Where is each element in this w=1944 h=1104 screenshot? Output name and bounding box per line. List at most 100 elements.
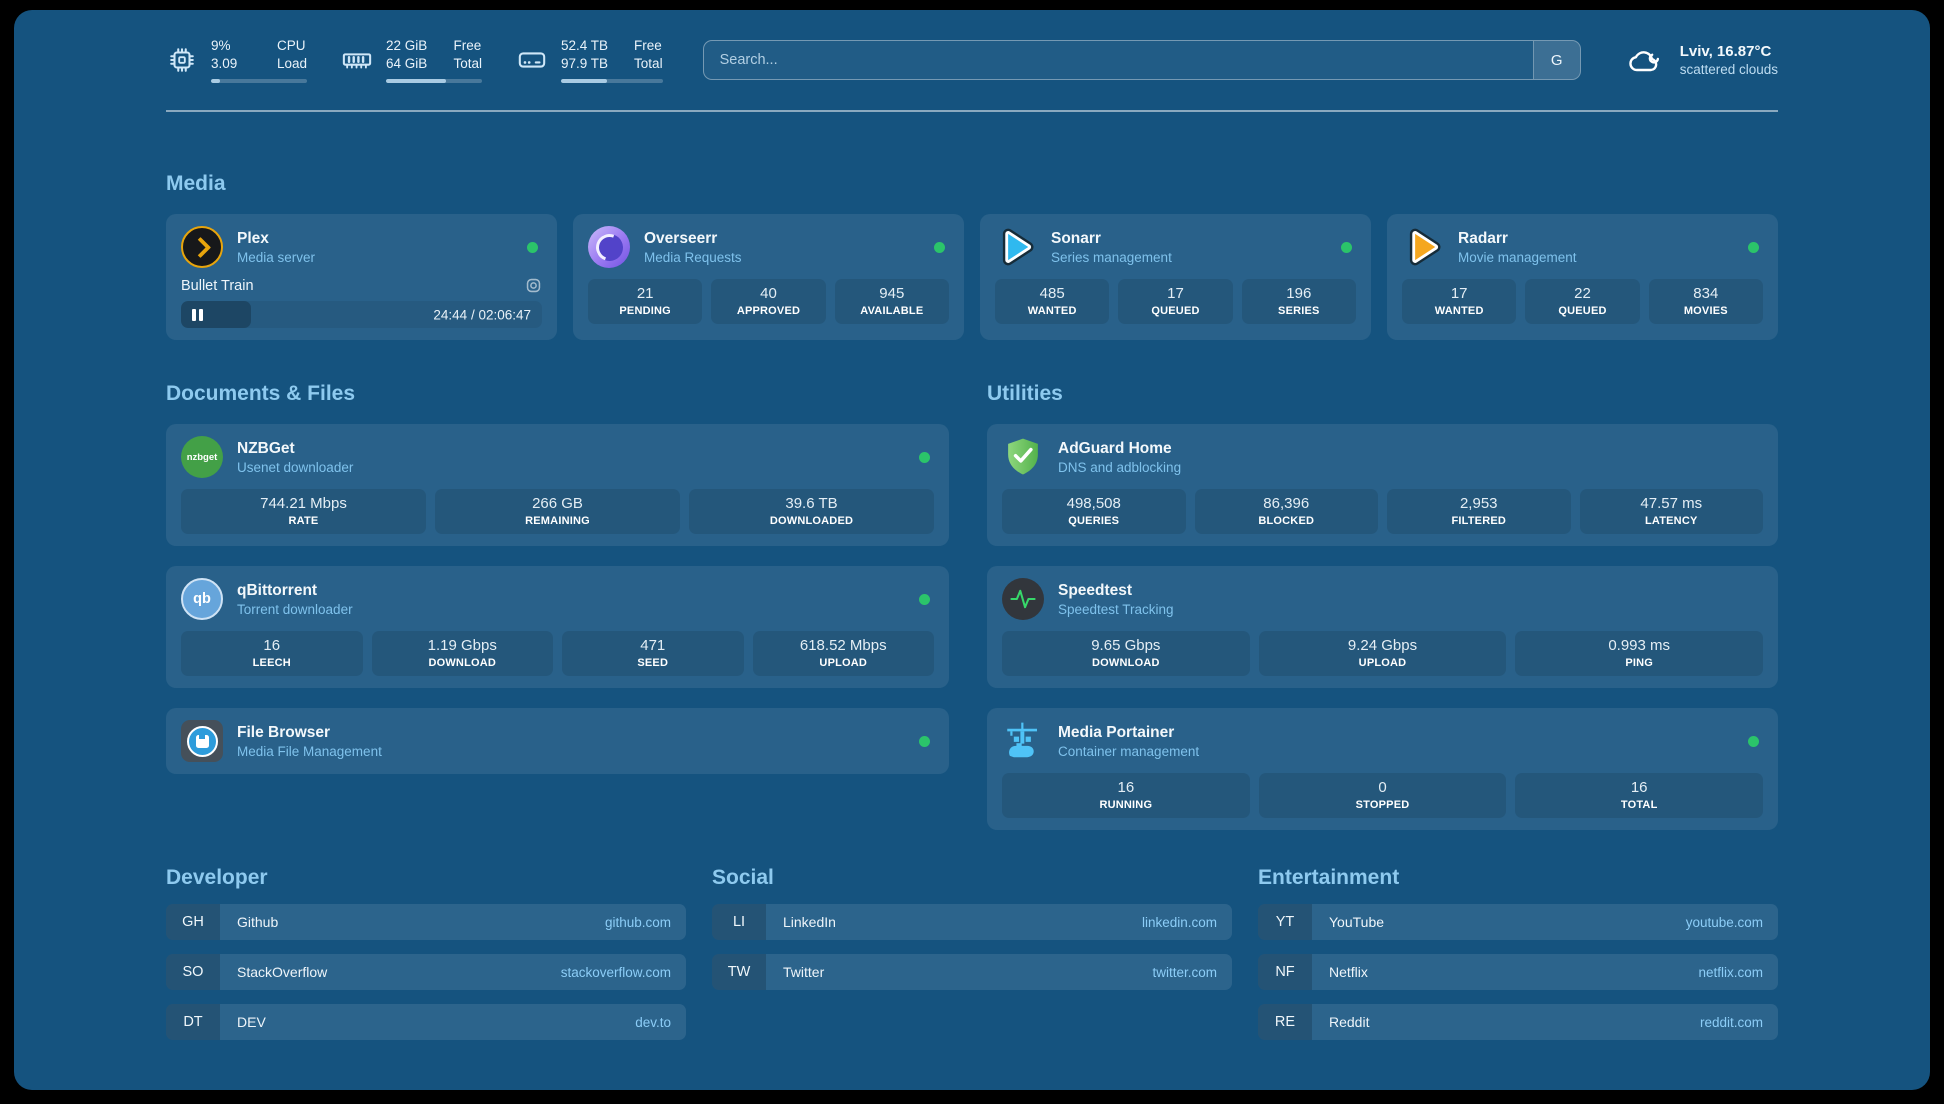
service-title: NZBGet — [237, 439, 295, 457]
service-desc: Series management — [1051, 249, 1172, 265]
sonarr-icon — [995, 226, 1037, 268]
stat-box: 39.6 TB DOWNLOADED — [689, 489, 934, 534]
stat-box: 22 QUEUED — [1525, 279, 1640, 324]
stat-box: 9.24 Gbps UPLOAD — [1258, 631, 1507, 676]
sonarr-card[interactable]: Sonarr Series management 485 WANTED 17 Q… — [980, 214, 1371, 340]
service-title: Speedtest — [1058, 581, 1133, 599]
bookmark-name: Netflix — [1329, 964, 1368, 980]
bookmark-linkedin[interactable]: LI LinkedIn linkedin.com — [712, 904, 1232, 940]
stat-box: 16 TOTAL — [1515, 773, 1764, 818]
bookmark-github[interactable]: GH Github github.com — [166, 904, 686, 940]
status-dot — [934, 241, 945, 253]
service-desc: Movie management — [1458, 249, 1577, 265]
section-title-developer: Developer — [166, 866, 268, 889]
stat-box: 485 WANTED — [995, 279, 1110, 324]
bookmark-abbr: GH — [166, 904, 220, 940]
bookmark-abbr: NF — [1258, 954, 1312, 990]
memory-free-value: 22 GiB — [386, 37, 428, 53]
stat-box: 618.52 Mbps UPLOAD — [752, 631, 934, 676]
bookmark-twitter[interactable]: TW Twitter twitter.com — [712, 954, 1232, 990]
radarr-card[interactable]: Radarr Movie management 17 WANTED 22 QUE… — [1387, 214, 1778, 340]
service-desc: Container management — [1058, 743, 1200, 759]
qbittorrent-card[interactable]: qb qBittorrent Torrent downloader 16 LEE… — [166, 566, 949, 688]
disk-total-value: 97.9 TB — [561, 55, 609, 71]
speedtest-icon — [1002, 578, 1044, 620]
filebrowser-icon — [181, 720, 223, 762]
bookmark-url: twitter.com — [1152, 964, 1217, 980]
cpu-stat-widget: 9% 3.09 CPU Load — [166, 37, 307, 84]
stat-box: 196 SERIES — [1241, 279, 1356, 324]
service-title: Radarr — [1458, 229, 1508, 247]
bookmark-name: DEV — [237, 1014, 266, 1030]
search-provider-button[interactable]: G — [1532, 41, 1580, 79]
header: 9% 3.09 CPU Load — [166, 36, 1778, 84]
nzbget-card[interactable]: nzbget NZBGet Usenet downloader 744.21 M… — [166, 424, 949, 546]
stat-box: 16 RUNNING — [1002, 773, 1250, 818]
section-title-media: Media — [166, 172, 226, 195]
memory-total-label: Total — [453, 55, 482, 71]
memory-stat-widget: 22 GiB 64 GiB Free Total — [341, 37, 482, 84]
bookmark-abbr: TW — [712, 954, 766, 990]
stat-box: 16 LEECH — [181, 631, 363, 676]
portainer-card[interactable]: Media Portainer Container management 16 … — [987, 708, 1778, 830]
bookmark-name: StackOverflow — [237, 964, 328, 980]
stat-box: 834 MOVIES — [1648, 279, 1763, 324]
cpu-icon — [166, 44, 198, 76]
service-title: Sonarr — [1051, 229, 1101, 247]
utilities-column: Utilities — [987, 382, 1778, 830]
portainer-icon — [1002, 720, 1044, 762]
stat-box: 9.65 Gbps DOWNLOAD — [1002, 631, 1250, 676]
bookmark-netflix[interactable]: NF Netflix netflix.com — [1258, 954, 1778, 990]
status-dot — [1748, 241, 1759, 253]
search-bar[interactable]: G — [702, 40, 1581, 80]
memory-free-label: Free — [453, 37, 482, 53]
bookmark-url: reddit.com — [1699, 1014, 1763, 1030]
qbittorrent-icon: qb — [181, 578, 223, 620]
section-title-social: Social — [712, 866, 774, 889]
overseerr-card[interactable]: Overseerr Media Requests 21 PENDING 40 A… — [573, 214, 964, 340]
nzbget-icon: nzbget — [181, 436, 223, 478]
bookmark-name: Reddit — [1329, 1014, 1370, 1030]
bookmark-youtube[interactable]: YT YouTube youtube.com — [1258, 904, 1778, 940]
disk-stat-widget: 52.4 TB 97.9 TB Free Total — [516, 37, 663, 84]
service-desc: Torrent downloader — [237, 601, 353, 617]
stat-box: 498,508 QUERIES — [1002, 489, 1186, 534]
bookmark-dev[interactable]: DT DEV dev.to — [166, 1004, 686, 1040]
service-title: Overseerr — [644, 229, 718, 247]
plex-icon — [181, 226, 223, 268]
gear-icon — [525, 277, 542, 294]
search-input[interactable] — [703, 41, 1533, 79]
section-title-documents: Documents & Files — [166, 382, 356, 405]
adguard-card[interactable]: AdGuard Home DNS and adblocking 498,508 … — [987, 424, 1778, 546]
status-dot — [1341, 241, 1352, 253]
stat-box: 0 STOPPED — [1258, 773, 1507, 818]
service-desc: Media Requests — [644, 249, 742, 265]
speedtest-card[interactable]: Speedtest Speedtest Tracking 9.65 Gbps D… — [987, 566, 1778, 688]
disk-total-label: Total — [634, 55, 663, 71]
bookmark-reddit[interactable]: RE Reddit reddit.com — [1258, 1004, 1778, 1040]
memory-progress-bar — [386, 78, 482, 84]
service-desc: Media server — [237, 249, 316, 265]
disk-free-label: Free — [634, 37, 662, 53]
bookmark-stackoverflow[interactable]: SO StackOverflow stackoverflow.com — [166, 954, 686, 990]
stat-box: 945 AVAILABLE — [834, 279, 949, 324]
service-title: Plex — [237, 229, 269, 247]
filebrowser-card[interactable]: File Browser Media File Management — [166, 708, 949, 774]
media-grid: Plex Media server Bullet Train 24:44 / 0… — [166, 214, 1778, 340]
weather-widget: Lviv, 16.87°C scattered clouds — [1625, 43, 1778, 77]
bookmark-name: LinkedIn — [783, 914, 836, 930]
cpu-load-label: Load — [276, 55, 307, 71]
header-divider — [166, 110, 1778, 112]
status-dot — [919, 593, 930, 605]
section-title-entertainment: Entertainment — [1258, 866, 1400, 889]
plex-card[interactable]: Plex Media server Bullet Train 24:44 / 0… — [166, 214, 557, 340]
memory-icon — [341, 44, 373, 76]
bookmark-group-entertainment: Entertainment YT YouTube youtube.com NF … — [1258, 866, 1778, 1040]
bookmark-group-social: Social LI LinkedIn linkedin.com TW Twitt… — [712, 866, 1232, 1040]
radarr-icon — [1402, 226, 1444, 268]
cloud-icon — [1625, 44, 1665, 76]
bookmark-url: dev.to — [635, 1014, 671, 1030]
service-title: qBittorrent — [237, 581, 318, 599]
pause-icon — [192, 308, 203, 321]
adguard-icon — [1002, 436, 1044, 478]
